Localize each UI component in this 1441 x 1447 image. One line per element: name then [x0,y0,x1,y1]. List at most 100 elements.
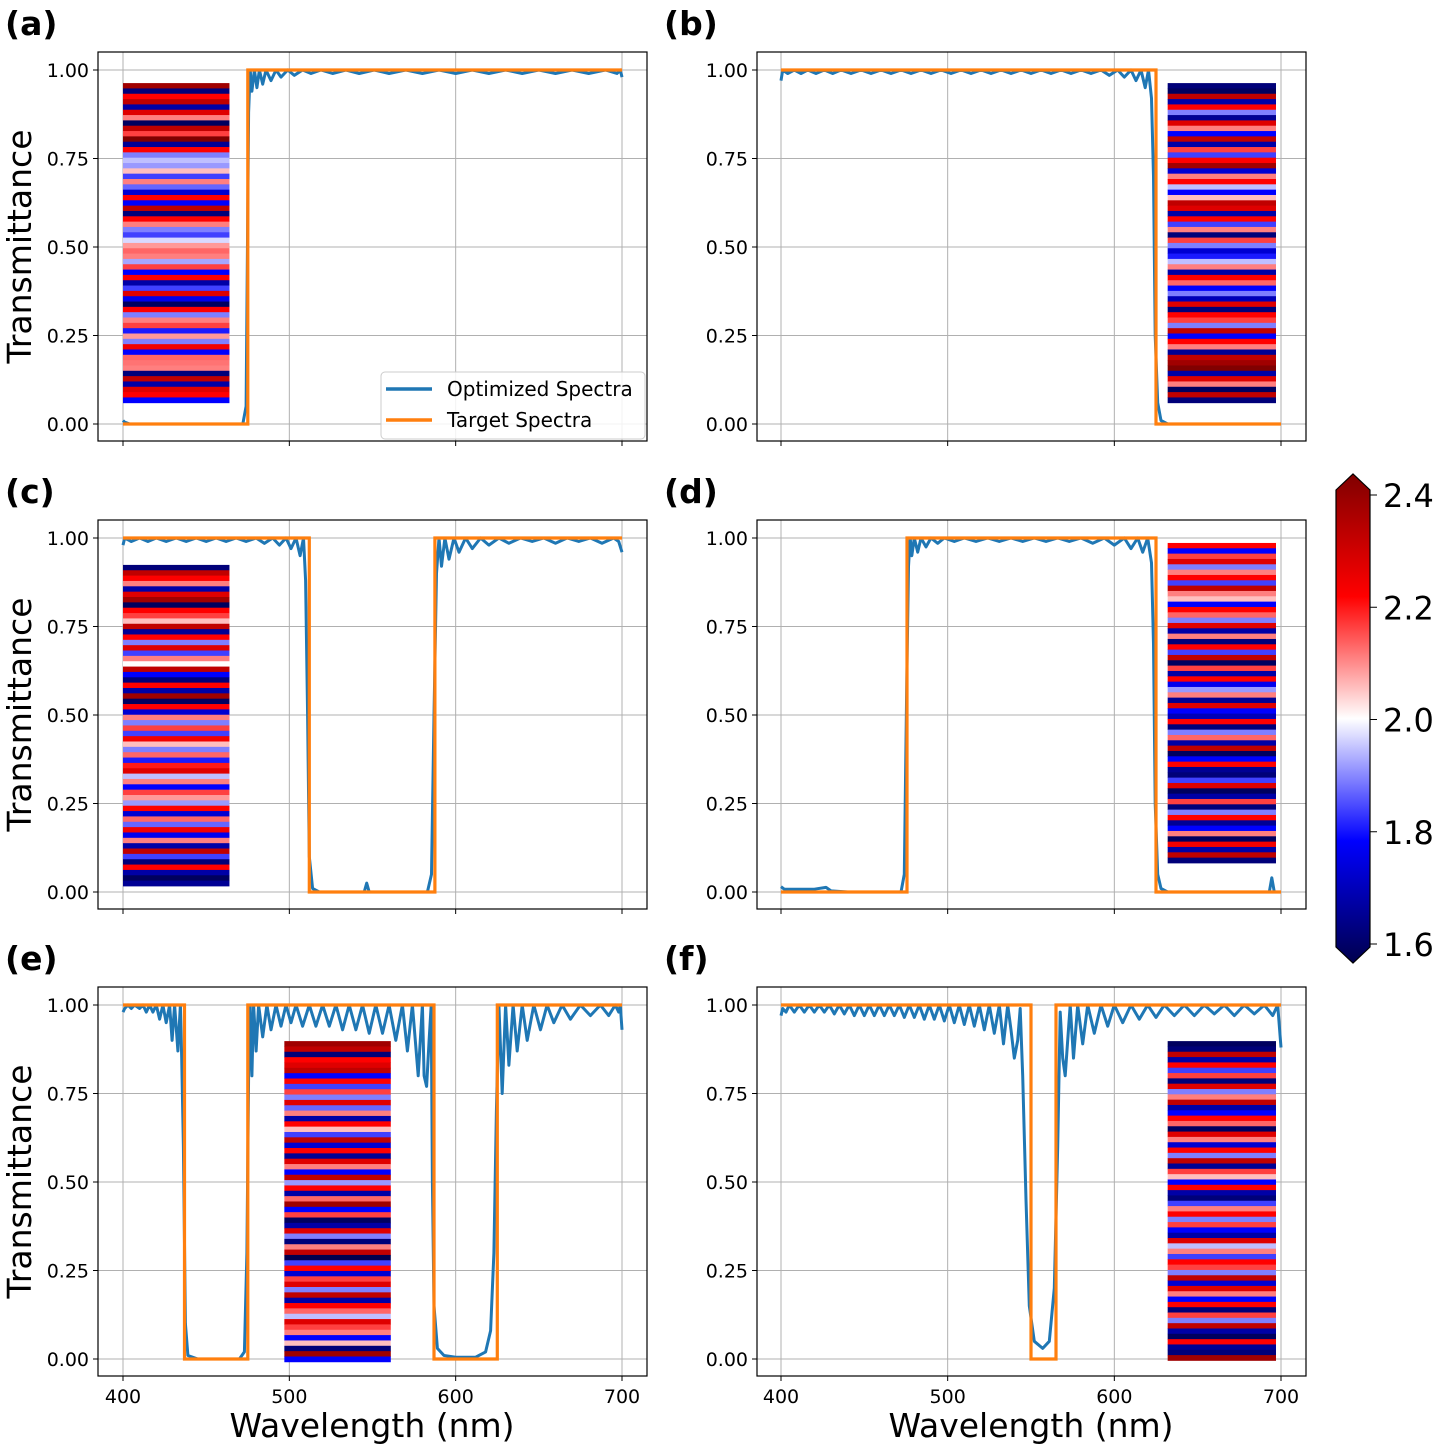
layer-stripe [1167,242,1276,249]
layer-stripe [284,1180,391,1186]
layer-stripe [1167,692,1276,699]
y-tick-label: 1.00 [47,528,89,550]
layer-stripe [123,864,230,871]
layer-stripe [1167,569,1276,576]
layer-stripe [123,173,230,180]
layer-stripe [1167,1227,1276,1234]
layer-stripe [1167,173,1276,180]
layer-stripe [1167,702,1276,709]
layer-stripe [123,200,230,207]
layer-stripe [123,800,230,807]
layer-stripe [123,232,230,239]
layer-stripe [1167,104,1276,111]
layer-stripe [1167,1089,1276,1095]
y-tick-label: 0.50 [706,705,748,727]
layer-stripe [1167,542,1276,549]
layer-stripe [1167,772,1276,779]
y-tick-label: 0.50 [706,237,748,259]
layer-stripe [1167,1126,1276,1132]
layer-stripe [123,720,230,726]
layer-stripe [123,805,230,812]
layer-stripe [284,1185,391,1192]
y-tick-label: 0.25 [706,1261,748,1283]
layer-stripe [1167,830,1276,837]
layer-stripe [1167,558,1276,565]
layer-stripe [1167,296,1276,302]
y-tick-label: 0.00 [706,1349,748,1371]
layer-stripe [1167,1190,1276,1196]
layer-stripe [1167,1163,1276,1170]
y-tick-label: 1.00 [706,995,748,1017]
y-tick-label: 0.75 [47,1084,89,1106]
colorbar: 2.4 2.2 2.0 1.8 1.6 [1335,473,1434,964]
layer-stripe [1167,852,1276,859]
layer-stripe [123,221,230,228]
layer-stripe [1167,258,1276,265]
y-axis-label: Transmittance [0,598,39,833]
layer-stripe [123,752,230,758]
layer-stripe [284,1121,391,1128]
colorbar-tick-label: 2.0 [1383,702,1434,740]
y-tick-label: 0.75 [47,149,89,171]
layer-stripe [284,1206,391,1213]
target-spectra-line [123,536,622,894]
y-tick-label: 1.00 [706,60,748,82]
y-tick-label: 1.00 [47,60,89,82]
layer-stripe [123,370,230,377]
layer-stripe [284,1345,391,1352]
layer-stripe [284,1190,391,1197]
layer-stripe [1167,750,1276,757]
colorbar-ticks: 2.4 2.2 2.0 1.8 1.6 [1370,477,1434,964]
layer-stripe [1167,120,1276,127]
layer-stripe [1167,1285,1276,1292]
layer-stripe [1167,820,1276,827]
layer-stripe [1167,681,1276,688]
y-tick-label: 0.25 [706,326,748,348]
layer-stripe [123,194,230,201]
layer-stripe [123,83,230,89]
layer-stripe [284,1169,391,1176]
layer-stripe [1167,644,1276,651]
y-tick-label: 0.00 [47,882,89,904]
layer-stripe [123,104,230,111]
axes-frame [756,986,1307,1377]
layer-stripe [123,859,230,865]
panel-label: (a) [5,4,57,43]
layer-stripe [1167,317,1276,324]
layer-stripe [1167,601,1276,608]
layer-stripe [123,843,230,849]
layer-stripe [123,634,230,641]
target-spectra-line [781,536,1281,894]
layer-stripe [1167,280,1276,286]
layer-stripe [1167,1115,1276,1122]
layer-stripe [284,1142,391,1149]
layer-stripe [1167,397,1276,404]
layer-stripe [1167,1275,1276,1281]
layer-stripe [284,1286,391,1293]
layer-stripe [1167,574,1276,581]
layer-stripe [1167,617,1276,624]
layer-stripe [1167,1222,1276,1228]
layer-stripe [1167,1333,1276,1340]
layer-stripe [1167,1344,1276,1351]
layer-stripe [1167,1291,1276,1297]
layer-stripe [123,655,230,662]
layer-stripe [123,677,230,684]
layer-stripe [1167,1078,1276,1085]
layer-stripe [284,1174,391,1181]
layer-stripe [123,109,230,116]
layer-stripe [123,661,230,667]
x-tick-label: 700 [604,1386,640,1408]
layer-stripe [123,93,230,100]
layer-stripe [123,205,230,212]
layer-stripe [1167,131,1276,137]
target-spectra-line [123,68,622,426]
layer-stripe [1167,628,1276,635]
layer-stripe [1167,1211,1276,1218]
x-tick-label: 500 [271,1386,307,1408]
subplot-e: (e) 0.00 0.25 0.50 0.75 1.00 400 500 600 700 Trans… [0,939,648,1408]
layer-stripe [1167,846,1276,853]
layer-stripe [123,157,230,164]
layer-stripe [123,682,230,689]
layer-stripe [123,741,230,748]
